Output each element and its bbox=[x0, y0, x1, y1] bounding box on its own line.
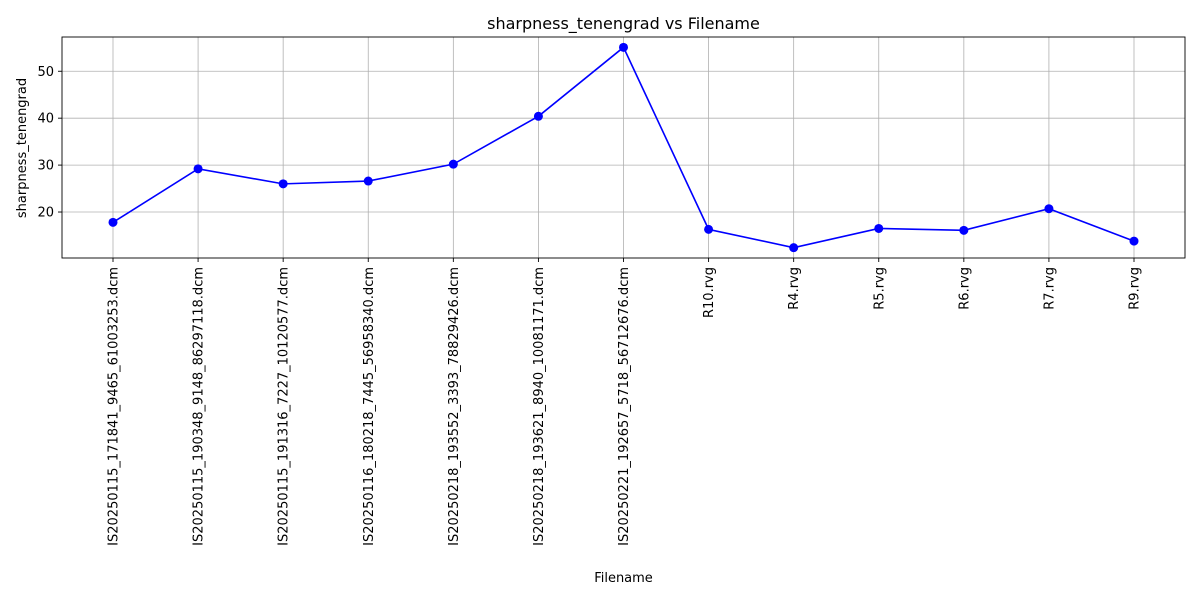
x-tick-label: IS20250218_193621_8940_10081171.dcm bbox=[532, 267, 547, 546]
data-point bbox=[874, 223, 884, 233]
data-point bbox=[704, 224, 714, 234]
x-tick-label: IS20250221_192657_5718_56712676.dcm bbox=[617, 267, 632, 546]
data-point bbox=[959, 225, 969, 235]
y-tick-label: 20 bbox=[37, 206, 54, 221]
y-tick-label: 50 bbox=[37, 65, 54, 80]
x-tick-label: R4.rvg bbox=[787, 267, 802, 310]
x-tick-label: R6.rvg bbox=[957, 267, 972, 310]
data-point bbox=[193, 164, 203, 174]
x-tick-label: IS20250115_190348_9148_86297118.dcm bbox=[192, 267, 207, 546]
y-tick-label: 30 bbox=[37, 159, 54, 174]
y-tick-label: 40 bbox=[37, 112, 54, 127]
x-tick-label: R5.rvg bbox=[872, 267, 887, 310]
data-point bbox=[533, 111, 543, 121]
data-point bbox=[108, 217, 118, 227]
y-axis-label: sharpness_tenengrad bbox=[15, 78, 30, 218]
x-tick-label: IS20250115_191316_7227_10120577.dcm bbox=[277, 267, 292, 546]
data-point bbox=[789, 243, 799, 253]
x-axis-label: Filename bbox=[594, 571, 653, 586]
data-point bbox=[1044, 204, 1054, 214]
x-tick-label: IS20250116_180218_7445_56958340.dcm bbox=[362, 267, 377, 546]
series-layer bbox=[108, 42, 1139, 253]
chart-title: sharpness_tenengrad vs Filename bbox=[487, 14, 760, 34]
data-point bbox=[1129, 236, 1139, 246]
x-tick-label: R9.rvg bbox=[1128, 267, 1143, 310]
data-point bbox=[448, 159, 458, 169]
data-point bbox=[278, 179, 288, 189]
x-tick-label: IS20250115_171841_9465_61003253.dcm bbox=[107, 267, 122, 546]
x-tick-label: IS20250218_193552_3393_78829426.dcm bbox=[447, 267, 462, 546]
x-tick-label: R7.rvg bbox=[1042, 267, 1057, 310]
data-point bbox=[363, 176, 373, 186]
axes: 20 30 40 50 IS20250115_171841_9465_61003253.… bbox=[37, 36, 1186, 546]
x-tick-label: R10.rvg bbox=[702, 267, 717, 318]
grid bbox=[62, 37, 1185, 258]
data-point bbox=[619, 42, 628, 52]
